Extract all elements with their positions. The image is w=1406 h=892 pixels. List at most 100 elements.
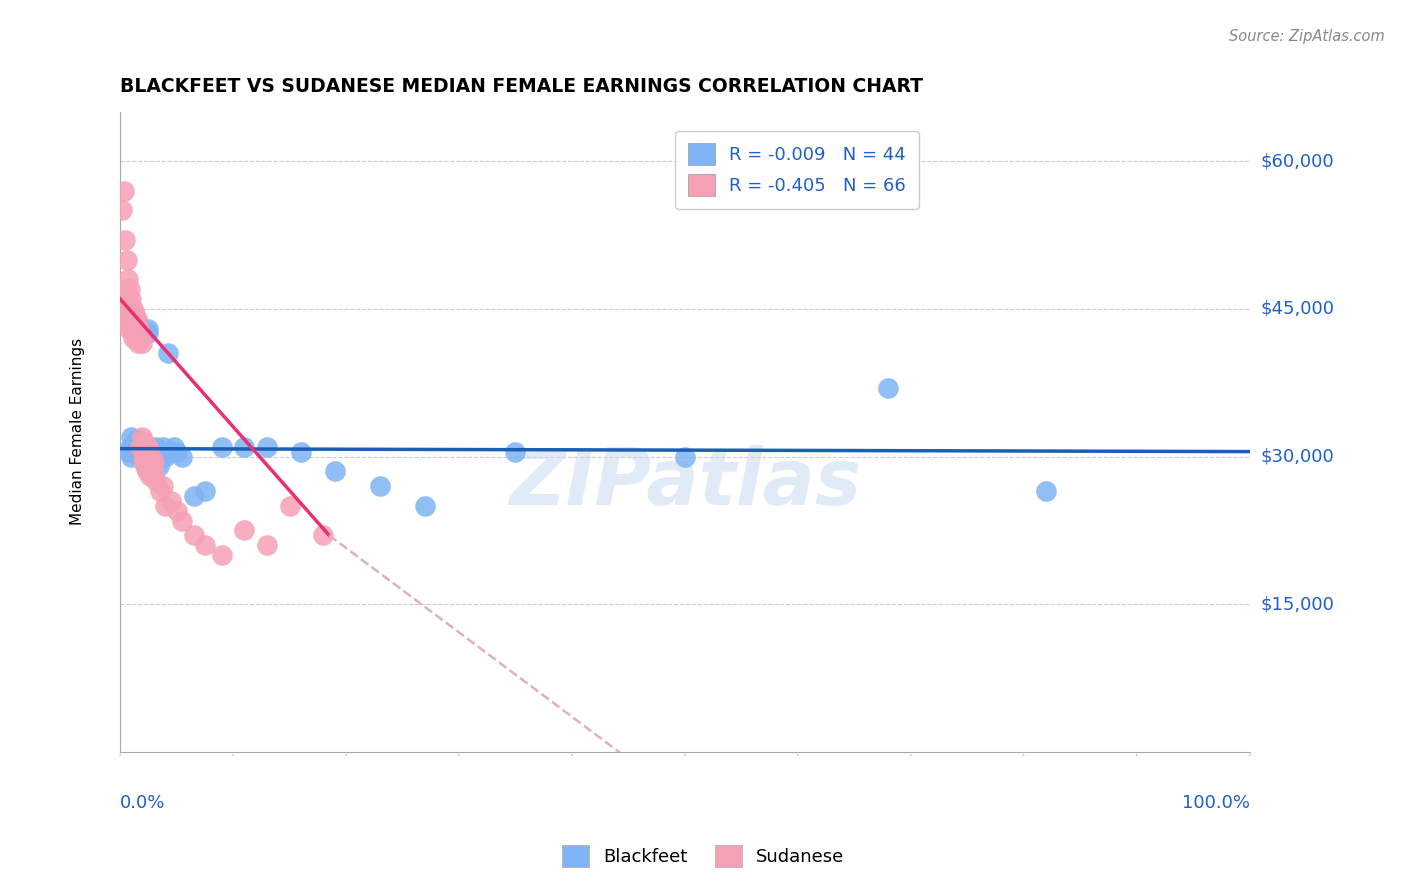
Point bbox=[121, 301, 143, 316]
Point bbox=[149, 444, 172, 458]
Text: 100.0%: 100.0% bbox=[1181, 794, 1250, 812]
Point bbox=[127, 326, 149, 341]
Point bbox=[120, 311, 142, 326]
Point bbox=[124, 434, 146, 449]
Point bbox=[136, 464, 159, 478]
Point bbox=[183, 528, 205, 542]
Point bbox=[134, 459, 156, 474]
Point bbox=[141, 444, 163, 458]
Point bbox=[134, 438, 156, 452]
Point bbox=[156, 346, 179, 360]
Text: Source: ZipAtlas.com: Source: ZipAtlas.com bbox=[1229, 29, 1385, 44]
Point bbox=[183, 489, 205, 503]
Point bbox=[124, 307, 146, 321]
Point bbox=[163, 440, 186, 454]
Point bbox=[134, 444, 156, 458]
Point bbox=[122, 311, 145, 326]
Point bbox=[114, 282, 136, 296]
Text: Median Female Earnings: Median Female Earnings bbox=[70, 338, 84, 525]
Point bbox=[138, 326, 160, 341]
Point bbox=[278, 499, 301, 513]
Point bbox=[149, 483, 172, 498]
Text: $60,000: $60,000 bbox=[1261, 153, 1334, 170]
Point bbox=[172, 450, 194, 464]
Point bbox=[127, 336, 149, 351]
Point bbox=[211, 548, 233, 562]
Point bbox=[368, 479, 391, 493]
Text: ZIPatlas: ZIPatlas bbox=[509, 445, 860, 521]
Point bbox=[877, 381, 900, 395]
Point bbox=[114, 233, 136, 247]
Point bbox=[132, 454, 155, 468]
Point bbox=[114, 292, 136, 306]
Point bbox=[127, 311, 149, 326]
Point bbox=[211, 440, 233, 454]
Point bbox=[132, 444, 155, 458]
Text: 0.0%: 0.0% bbox=[120, 794, 166, 812]
Point bbox=[127, 448, 149, 462]
Point bbox=[132, 440, 155, 454]
Point bbox=[127, 317, 149, 331]
Point bbox=[125, 317, 148, 331]
Point bbox=[131, 430, 153, 444]
Legend: R = -0.009   N = 44, R = -0.405   N = 66: R = -0.009 N = 44, R = -0.405 N = 66 bbox=[675, 130, 918, 209]
Point bbox=[132, 434, 155, 449]
Point bbox=[166, 504, 188, 518]
Point bbox=[132, 450, 155, 464]
Point bbox=[117, 272, 139, 286]
Point bbox=[128, 331, 150, 345]
Point bbox=[138, 454, 160, 468]
Point bbox=[152, 440, 174, 454]
Point bbox=[673, 450, 696, 464]
Point bbox=[145, 474, 167, 488]
Point bbox=[122, 442, 145, 456]
Point bbox=[312, 528, 335, 542]
Point bbox=[129, 321, 152, 335]
Point bbox=[118, 321, 141, 335]
Point bbox=[127, 432, 149, 446]
Point bbox=[166, 444, 188, 458]
Point bbox=[505, 444, 527, 458]
Point bbox=[120, 440, 142, 454]
Point bbox=[138, 440, 160, 454]
Point bbox=[122, 321, 145, 335]
Point bbox=[138, 321, 160, 335]
Point bbox=[155, 499, 177, 513]
Point bbox=[118, 301, 141, 316]
Text: $30,000: $30,000 bbox=[1261, 448, 1334, 466]
Text: $15,000: $15,000 bbox=[1261, 595, 1334, 613]
Point bbox=[129, 450, 152, 464]
Point bbox=[256, 538, 278, 552]
Point bbox=[160, 493, 183, 508]
Point bbox=[120, 311, 142, 326]
Point bbox=[124, 326, 146, 341]
Point bbox=[194, 483, 217, 498]
Point bbox=[143, 469, 166, 483]
Point bbox=[120, 282, 142, 296]
Point bbox=[172, 514, 194, 528]
Point bbox=[145, 440, 167, 454]
Point bbox=[138, 469, 160, 483]
Point bbox=[160, 444, 183, 458]
Point bbox=[256, 440, 278, 454]
Point bbox=[155, 450, 177, 464]
Point bbox=[141, 459, 163, 474]
Point bbox=[1035, 483, 1057, 498]
Text: $45,000: $45,000 bbox=[1261, 300, 1334, 318]
Point bbox=[135, 450, 157, 464]
Point bbox=[132, 440, 155, 454]
Point bbox=[135, 450, 157, 464]
Point bbox=[152, 479, 174, 493]
Point bbox=[120, 292, 142, 306]
Point bbox=[233, 440, 256, 454]
Point bbox=[290, 444, 312, 458]
Point bbox=[118, 444, 141, 458]
Point bbox=[111, 203, 134, 218]
Point bbox=[127, 321, 149, 335]
Point bbox=[114, 311, 136, 326]
Legend: Blackfeet, Sudanese: Blackfeet, Sudanese bbox=[554, 838, 852, 874]
Point bbox=[125, 331, 148, 345]
Point bbox=[143, 454, 166, 468]
Point bbox=[148, 459, 170, 474]
Point bbox=[129, 331, 152, 345]
